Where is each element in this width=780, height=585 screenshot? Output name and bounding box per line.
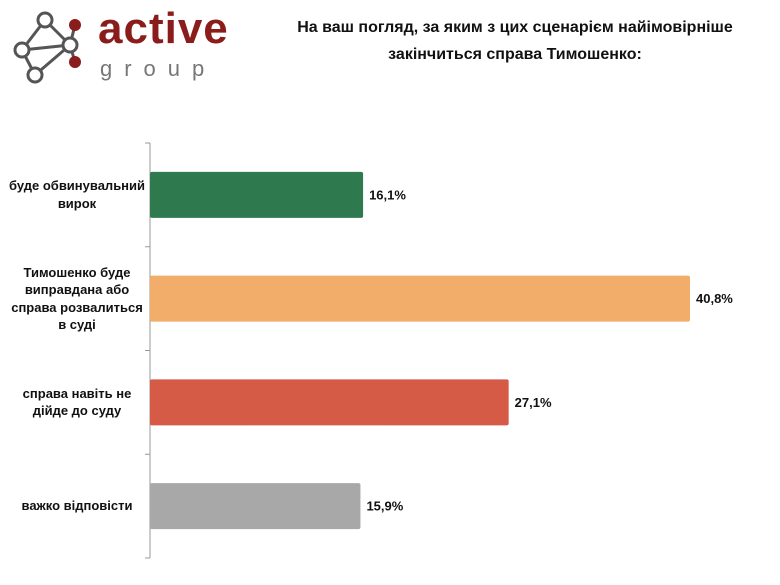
chart-title: На ваш погляд, за яким з цих сценарієм н… — [297, 19, 733, 63]
bar — [150, 483, 361, 530]
value-label: 27,1% — [515, 395, 552, 410]
logo-name: active — [98, 4, 229, 53]
category-label: Тимошенко буде виправдана або справа роз… — [11, 264, 143, 333]
logo-subname: group — [100, 56, 217, 81]
bar — [150, 171, 364, 218]
value-label: 40,8% — [696, 291, 733, 306]
value-label: 16,1% — [369, 187, 406, 202]
bar — [150, 275, 690, 322]
bar — [150, 379, 509, 426]
value-label: 15,9% — [366, 499, 403, 514]
category-label: важко відповісти — [21, 498, 133, 514]
logo-icon — [13, 11, 81, 84]
category-label: справа навіть не дійде до суду — [22, 385, 132, 419]
category-label: буде обвинувальний вирок — [8, 178, 146, 211]
